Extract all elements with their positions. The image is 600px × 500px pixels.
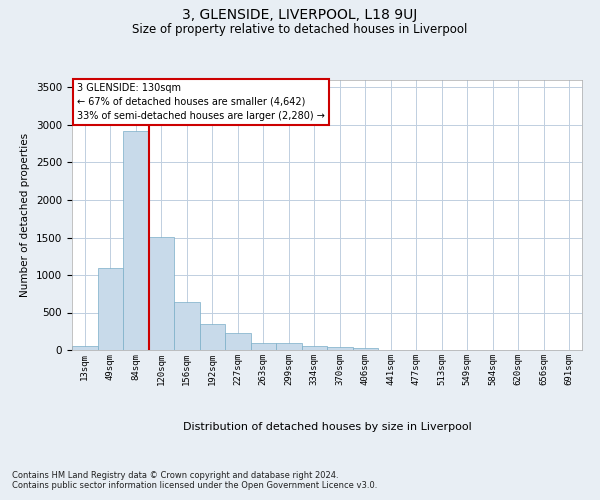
Y-axis label: Number of detached properties: Number of detached properties — [20, 133, 31, 297]
Bar — [174, 302, 199, 350]
Bar — [276, 343, 302, 350]
Bar — [149, 237, 174, 350]
Bar — [199, 324, 225, 350]
Bar — [251, 342, 276, 350]
Text: Size of property relative to detached houses in Liverpool: Size of property relative to detached ho… — [133, 22, 467, 36]
Text: 3 GLENSIDE: 130sqm
← 67% of detached houses are smaller (4,642)
33% of semi-deta: 3 GLENSIDE: 130sqm ← 67% of detached hou… — [77, 82, 325, 120]
Bar — [225, 333, 251, 350]
Bar — [302, 346, 327, 350]
Text: Contains HM Land Registry data © Crown copyright and database right 2024.
Contai: Contains HM Land Registry data © Crown c… — [12, 470, 377, 490]
Bar — [327, 347, 353, 350]
Bar — [353, 348, 378, 350]
Bar — [123, 131, 149, 350]
Text: Distribution of detached houses by size in Liverpool: Distribution of detached houses by size … — [182, 422, 472, 432]
Text: 3, GLENSIDE, LIVERPOOL, L18 9UJ: 3, GLENSIDE, LIVERPOOL, L18 9UJ — [182, 8, 418, 22]
Bar — [72, 346, 97, 350]
Bar — [97, 268, 123, 350]
